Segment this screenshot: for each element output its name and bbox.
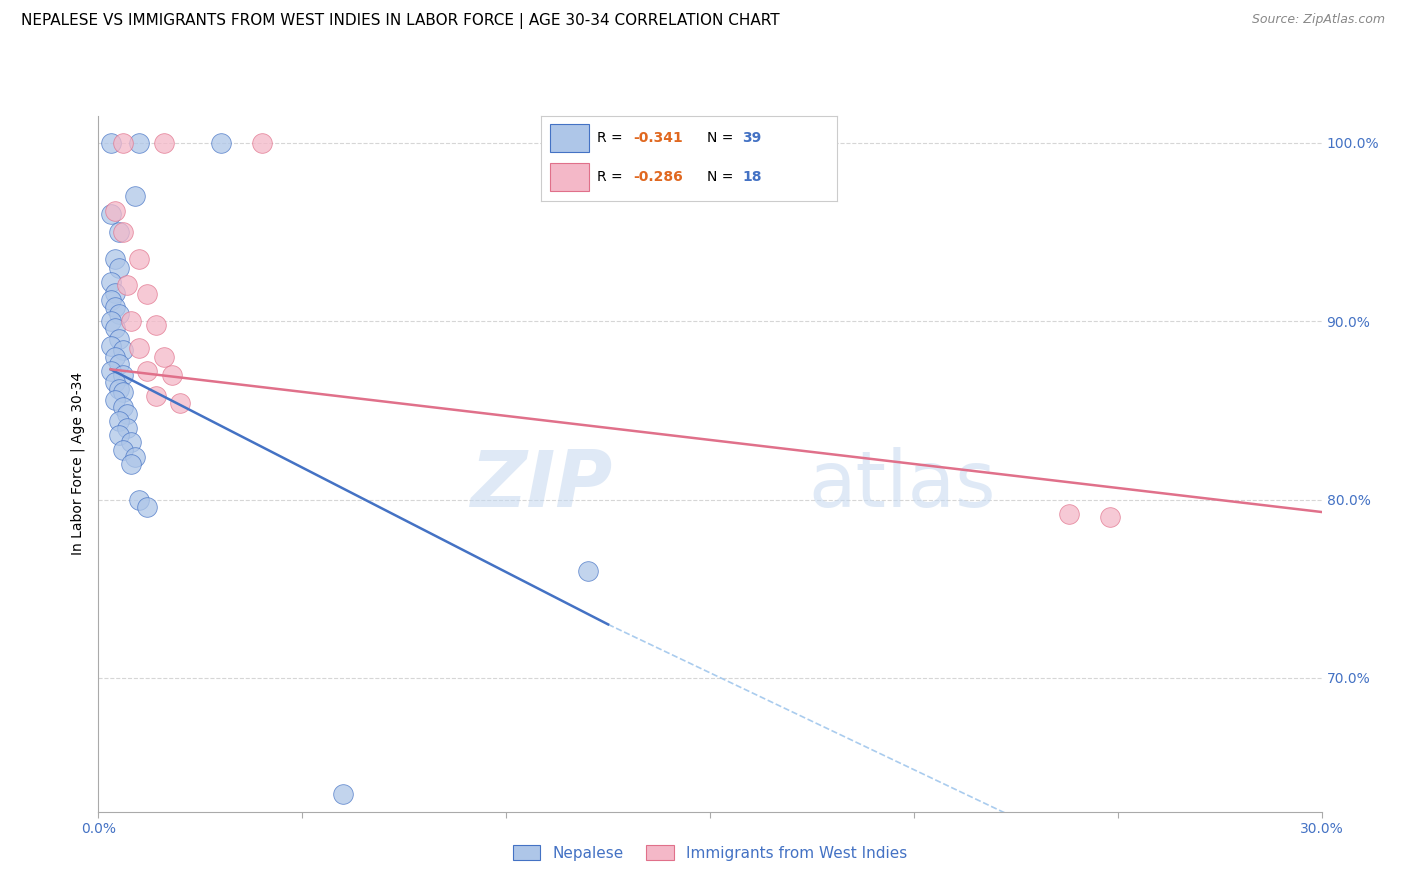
Point [111,225,134,239]
Point [120,435,142,450]
Point [128,341,150,355]
Point [1057,507,1080,521]
Point [136,364,159,378]
Point [209,136,232,150]
Point [332,787,354,801]
Point [100,207,122,221]
Point [152,136,174,150]
Point [100,314,122,328]
Text: -0.286: -0.286 [633,170,682,184]
Point [111,442,134,457]
Point [136,287,159,301]
Text: -0.341: -0.341 [633,131,682,145]
Point [104,300,127,314]
Point [145,389,167,403]
Point [115,407,138,421]
Text: R =: R = [598,131,627,145]
Text: Source: ZipAtlas.com: Source: ZipAtlas.com [1251,13,1385,27]
Point [145,318,167,332]
Point [108,428,131,442]
Point [104,350,127,364]
Text: R =: R = [598,170,627,184]
Point [104,203,127,218]
Point [136,500,159,514]
Point [100,339,122,353]
Point [100,275,122,289]
Point [160,368,183,382]
Bar [550,163,589,191]
Point [104,321,127,335]
Point [104,392,127,407]
Point [124,189,146,203]
Point [1098,510,1121,524]
Point [250,136,273,150]
Text: 18: 18 [742,170,762,184]
Text: N =: N = [707,170,737,184]
Point [104,252,127,266]
Point [152,350,174,364]
Point [111,136,134,150]
Point [108,332,131,346]
Point [100,293,122,307]
Text: ZIP: ZIP [470,447,612,523]
Point [120,457,142,471]
Point [124,450,146,464]
Point [108,357,131,371]
Point [100,364,122,378]
Text: NEPALESE VS IMMIGRANTS FROM WEST INDIES IN LABOR FORCE | AGE 30-34 CORRELATION C: NEPALESE VS IMMIGRANTS FROM WEST INDIES … [21,13,780,29]
Point [108,307,131,321]
Text: 39: 39 [742,131,761,145]
Y-axis label: In Labor Force | Age 30-34: In Labor Force | Age 30-34 [70,372,86,556]
Point [100,136,122,150]
Point [111,343,134,357]
Point [108,260,131,275]
Bar [550,124,589,152]
Point [128,492,150,507]
Text: N =: N = [707,131,737,145]
Point [108,382,131,396]
Point [108,414,131,428]
Point [111,400,134,414]
Point [111,368,134,382]
Point [576,564,599,578]
Point [104,285,127,300]
Point [120,314,142,328]
Point [115,278,138,293]
Point [108,225,131,239]
Point [128,136,150,150]
Point [128,252,150,266]
Point [111,385,134,400]
Point [169,396,191,410]
Text: atlas: atlas [808,447,995,523]
Legend: Nepalese, Immigrants from West Indies: Nepalese, Immigrants from West Indies [506,838,914,867]
Point [104,375,127,389]
Point [115,421,138,435]
